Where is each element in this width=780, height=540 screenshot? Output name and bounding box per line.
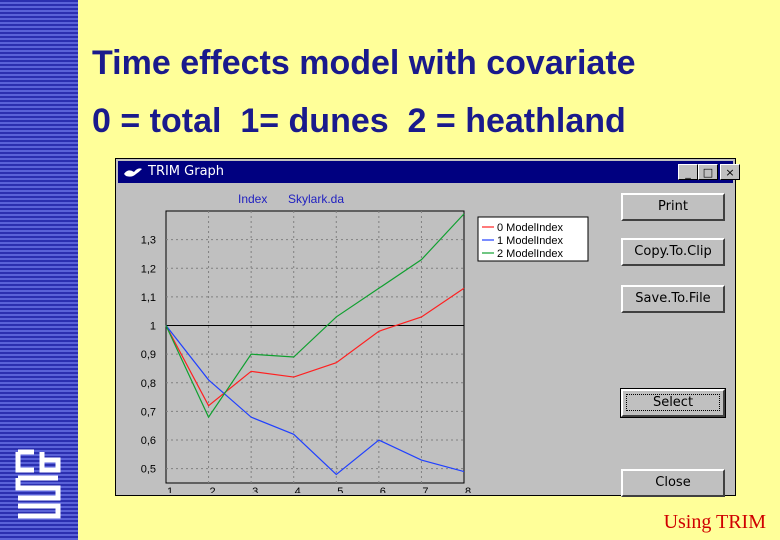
left-stripe xyxy=(0,0,78,540)
series-line xyxy=(165,287,465,407)
x-tick-label: 8 xyxy=(465,486,471,493)
x-tick-label: 6 xyxy=(380,486,386,493)
legend-label: 1 ModelIndex xyxy=(497,235,564,247)
legend-box xyxy=(477,216,589,262)
slide-title-line1: Time effects model with covariate xyxy=(92,44,636,82)
x-tick-label: 7 xyxy=(422,486,428,493)
y-tick-label: 1 xyxy=(150,321,156,333)
y-tick-label: 0,8 xyxy=(141,378,156,390)
cbs-logo-icon xyxy=(15,449,61,519)
save-to-file-button[interactable]: Save.To.File xyxy=(621,285,725,313)
x-tick-label: 1 xyxy=(167,486,173,493)
y-tick-label: 0,7 xyxy=(141,406,156,418)
series-line xyxy=(165,325,465,476)
chart-header-left: Index xyxy=(238,192,267,206)
y-tick-label: 1,3 xyxy=(141,235,156,247)
slide-title-line2: 0 = total 1= dunes 2 = heathland xyxy=(92,102,626,140)
window-title: TRIM Graph xyxy=(148,164,225,179)
x-tick-label: 5 xyxy=(337,486,343,493)
select-button-label: Select xyxy=(625,394,721,411)
plot-area xyxy=(165,210,465,484)
close-button[interactable]: Close xyxy=(621,469,725,497)
window-titlebar[interactable]: TRIM Graph _ □ × xyxy=(118,161,740,183)
y-tick-label: 0,9 xyxy=(141,349,156,361)
legend-label: 0 ModelIndex xyxy=(497,222,564,234)
y-tick-label: 1,2 xyxy=(141,263,156,275)
legend-label: 2 ModelIndex xyxy=(497,248,564,260)
bird-icon xyxy=(124,168,142,177)
minimize-button[interactable]: _ xyxy=(678,164,698,180)
y-tick-label: 1,1 xyxy=(141,292,156,304)
series-line xyxy=(165,213,465,419)
trim-graph-window: TRIM Graph _ □ × Index Skylark.da 0,5 0,6… xyxy=(115,158,740,497)
maximize-button[interactable]: □ xyxy=(698,164,718,180)
y-tick-label: 0,5 xyxy=(141,464,156,476)
print-button[interactable]: Print xyxy=(621,193,725,221)
slide-footer: Using TRIM xyxy=(663,511,766,533)
select-button[interactable]: Select xyxy=(620,388,726,418)
y-tick-label: 0,6 xyxy=(141,435,156,447)
close-window-button[interactable]: × xyxy=(720,164,740,180)
copy-to-clip-button[interactable]: Copy.To.Clip xyxy=(621,238,725,266)
index-chart: Index Skylark.da 0,5 0,6 0,7 0,8 0,9 1 1,1 1,2 1… xyxy=(118,185,610,493)
chart-header-right: Skylark.da xyxy=(288,192,344,206)
x-tick-label: 2 xyxy=(210,486,216,493)
x-tick-label: 3 xyxy=(252,486,258,493)
x-tick-label: 4 xyxy=(295,486,301,493)
